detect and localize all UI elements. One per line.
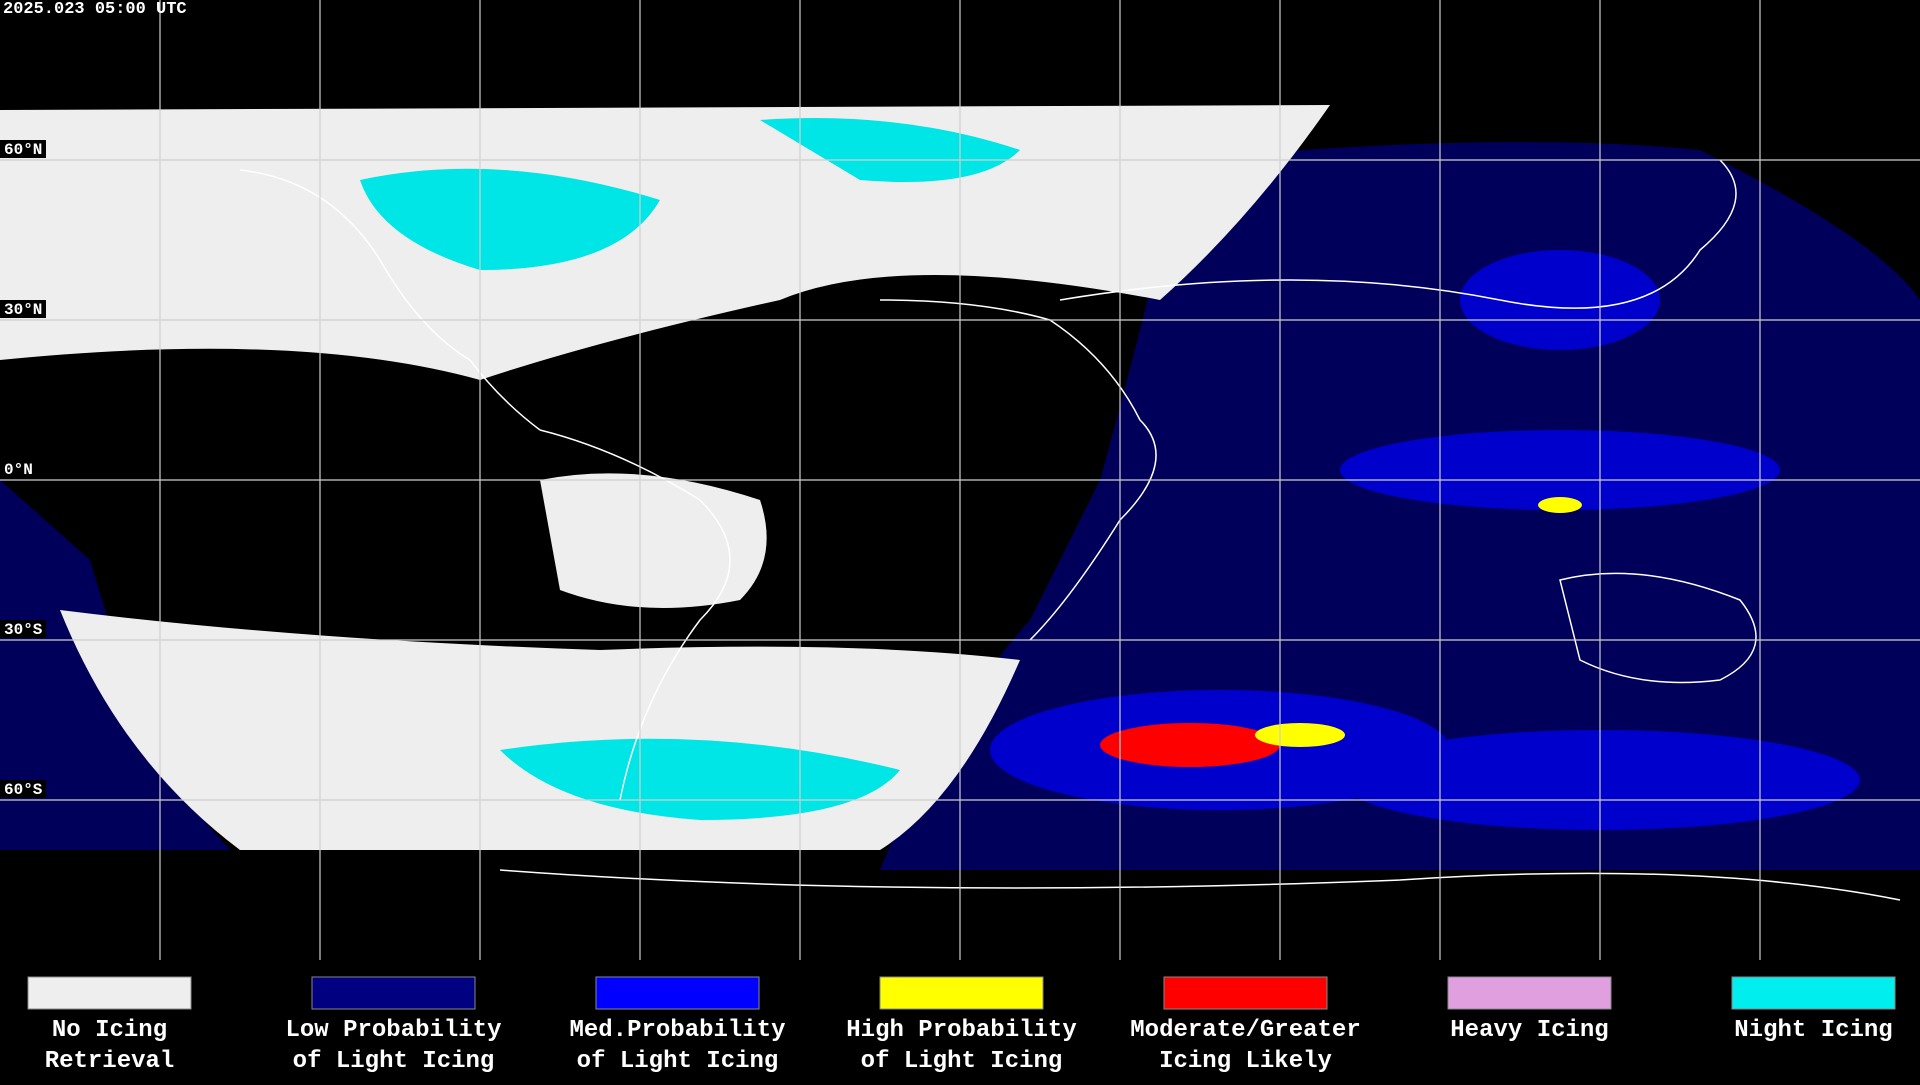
no-icing-retrieval bbox=[0, 105, 1330, 380]
legend-label: of Light Icing bbox=[577, 1048, 779, 1075]
label-backdrop bbox=[0, 620, 46, 638]
legend-swatch bbox=[311, 976, 476, 1010]
latitude-label: 30°S bbox=[4, 621, 43, 639]
legend-swatch bbox=[1163, 976, 1328, 1010]
night-icing-area bbox=[760, 118, 1020, 182]
graticule bbox=[0, 0, 1920, 960]
legend-swatch bbox=[1731, 976, 1896, 1010]
legend-label: No Icing bbox=[52, 1017, 167, 1044]
legend-swatch bbox=[1447, 976, 1612, 1010]
label-backdrop bbox=[0, 780, 46, 798]
high-probability-area bbox=[1255, 723, 1345, 747]
legend-label: Heavy Icing bbox=[1450, 1017, 1608, 1044]
med-probability-area bbox=[1460, 250, 1660, 350]
med-probability-area bbox=[1340, 430, 1780, 510]
legend-swatch bbox=[27, 976, 192, 1010]
label-backdrop bbox=[0, 140, 46, 158]
latitude-label: 60°S bbox=[4, 781, 43, 799]
latitude-labels: 60°N 30°N 0°N 30°S 60°S bbox=[0, 140, 46, 799]
latitude-label: 0°N bbox=[4, 461, 33, 479]
timestamp: 2025.023 05:00 UTC bbox=[3, 0, 187, 19]
latitude-label: 30°N bbox=[4, 301, 42, 319]
low-probability-field bbox=[880, 142, 1920, 870]
high-probability-area bbox=[1538, 497, 1582, 513]
satellite-imagery bbox=[0, 105, 1920, 901]
legend-label: Low Probability bbox=[285, 1017, 501, 1044]
legend-label: Moderate/Greater bbox=[1130, 1017, 1360, 1044]
legend: No Icing Retrieval Low Probability of Light… bbox=[27, 976, 1896, 1075]
legend-label: Icing Likely bbox=[1159, 1048, 1332, 1075]
legend-swatch bbox=[595, 976, 760, 1010]
legend-label: of Light Icing bbox=[293, 1048, 495, 1075]
legend-label: Retrieval bbox=[45, 1048, 175, 1075]
moderate-icing-area bbox=[1100, 723, 1280, 767]
night-icing-area bbox=[360, 168, 660, 270]
label-backdrop bbox=[0, 460, 46, 478]
no-icing-retrieval bbox=[540, 473, 767, 608]
legend-label: of Light Icing bbox=[861, 1048, 1063, 1075]
coastlines bbox=[239, 159, 1901, 901]
legend-label: Night Icing bbox=[1734, 1017, 1892, 1044]
latitude-label: 60°N bbox=[4, 141, 42, 159]
legend-label: Med.Probability bbox=[569, 1017, 785, 1044]
label-backdrop bbox=[0, 300, 46, 318]
legend-label: High Probability bbox=[846, 1017, 1076, 1044]
legend-swatch bbox=[879, 976, 1044, 1010]
